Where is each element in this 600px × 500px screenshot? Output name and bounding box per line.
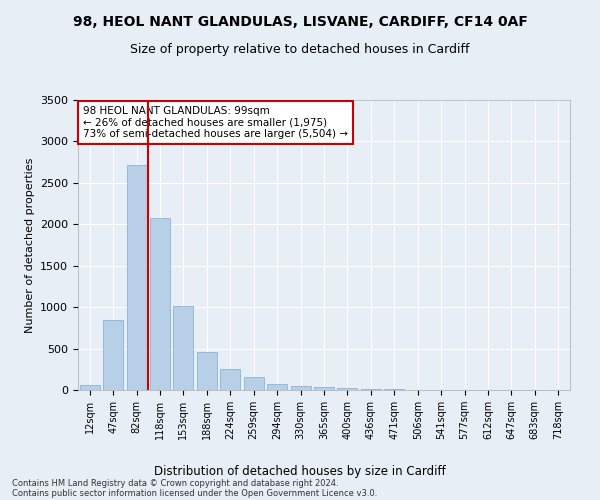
Bar	[173, 306, 193, 390]
Bar	[385, 389, 404, 390]
Bar	[220, 370, 240, 390]
Text: Contains HM Land Registry data © Crown copyright and database right 2024.: Contains HM Land Registry data © Crown c…	[12, 478, 338, 488]
Bar	[267, 384, 287, 390]
Y-axis label: Number of detached properties: Number of detached properties	[25, 158, 35, 332]
Bar	[150, 218, 170, 390]
Bar	[127, 164, 146, 390]
Bar	[80, 386, 100, 390]
Bar	[197, 352, 217, 390]
Bar	[244, 376, 263, 390]
Text: Size of property relative to detached houses in Cardiff: Size of property relative to detached ho…	[130, 42, 470, 56]
Bar	[290, 386, 311, 390]
Text: 98 HEOL NANT GLANDULAS: 99sqm
← 26% of detached houses are smaller (1,975)
73% o: 98 HEOL NANT GLANDULAS: 99sqm ← 26% of d…	[83, 106, 348, 139]
Bar	[314, 386, 334, 390]
Text: Distribution of detached houses by size in Cardiff: Distribution of detached houses by size …	[154, 464, 446, 477]
Text: Contains public sector information licensed under the Open Government Licence v3: Contains public sector information licen…	[12, 488, 377, 498]
Bar	[361, 389, 381, 390]
Bar	[337, 388, 358, 390]
Bar	[103, 320, 123, 390]
Text: 98, HEOL NANT GLANDULAS, LISVANE, CARDIFF, CF14 0AF: 98, HEOL NANT GLANDULAS, LISVANE, CARDIF…	[73, 15, 527, 29]
